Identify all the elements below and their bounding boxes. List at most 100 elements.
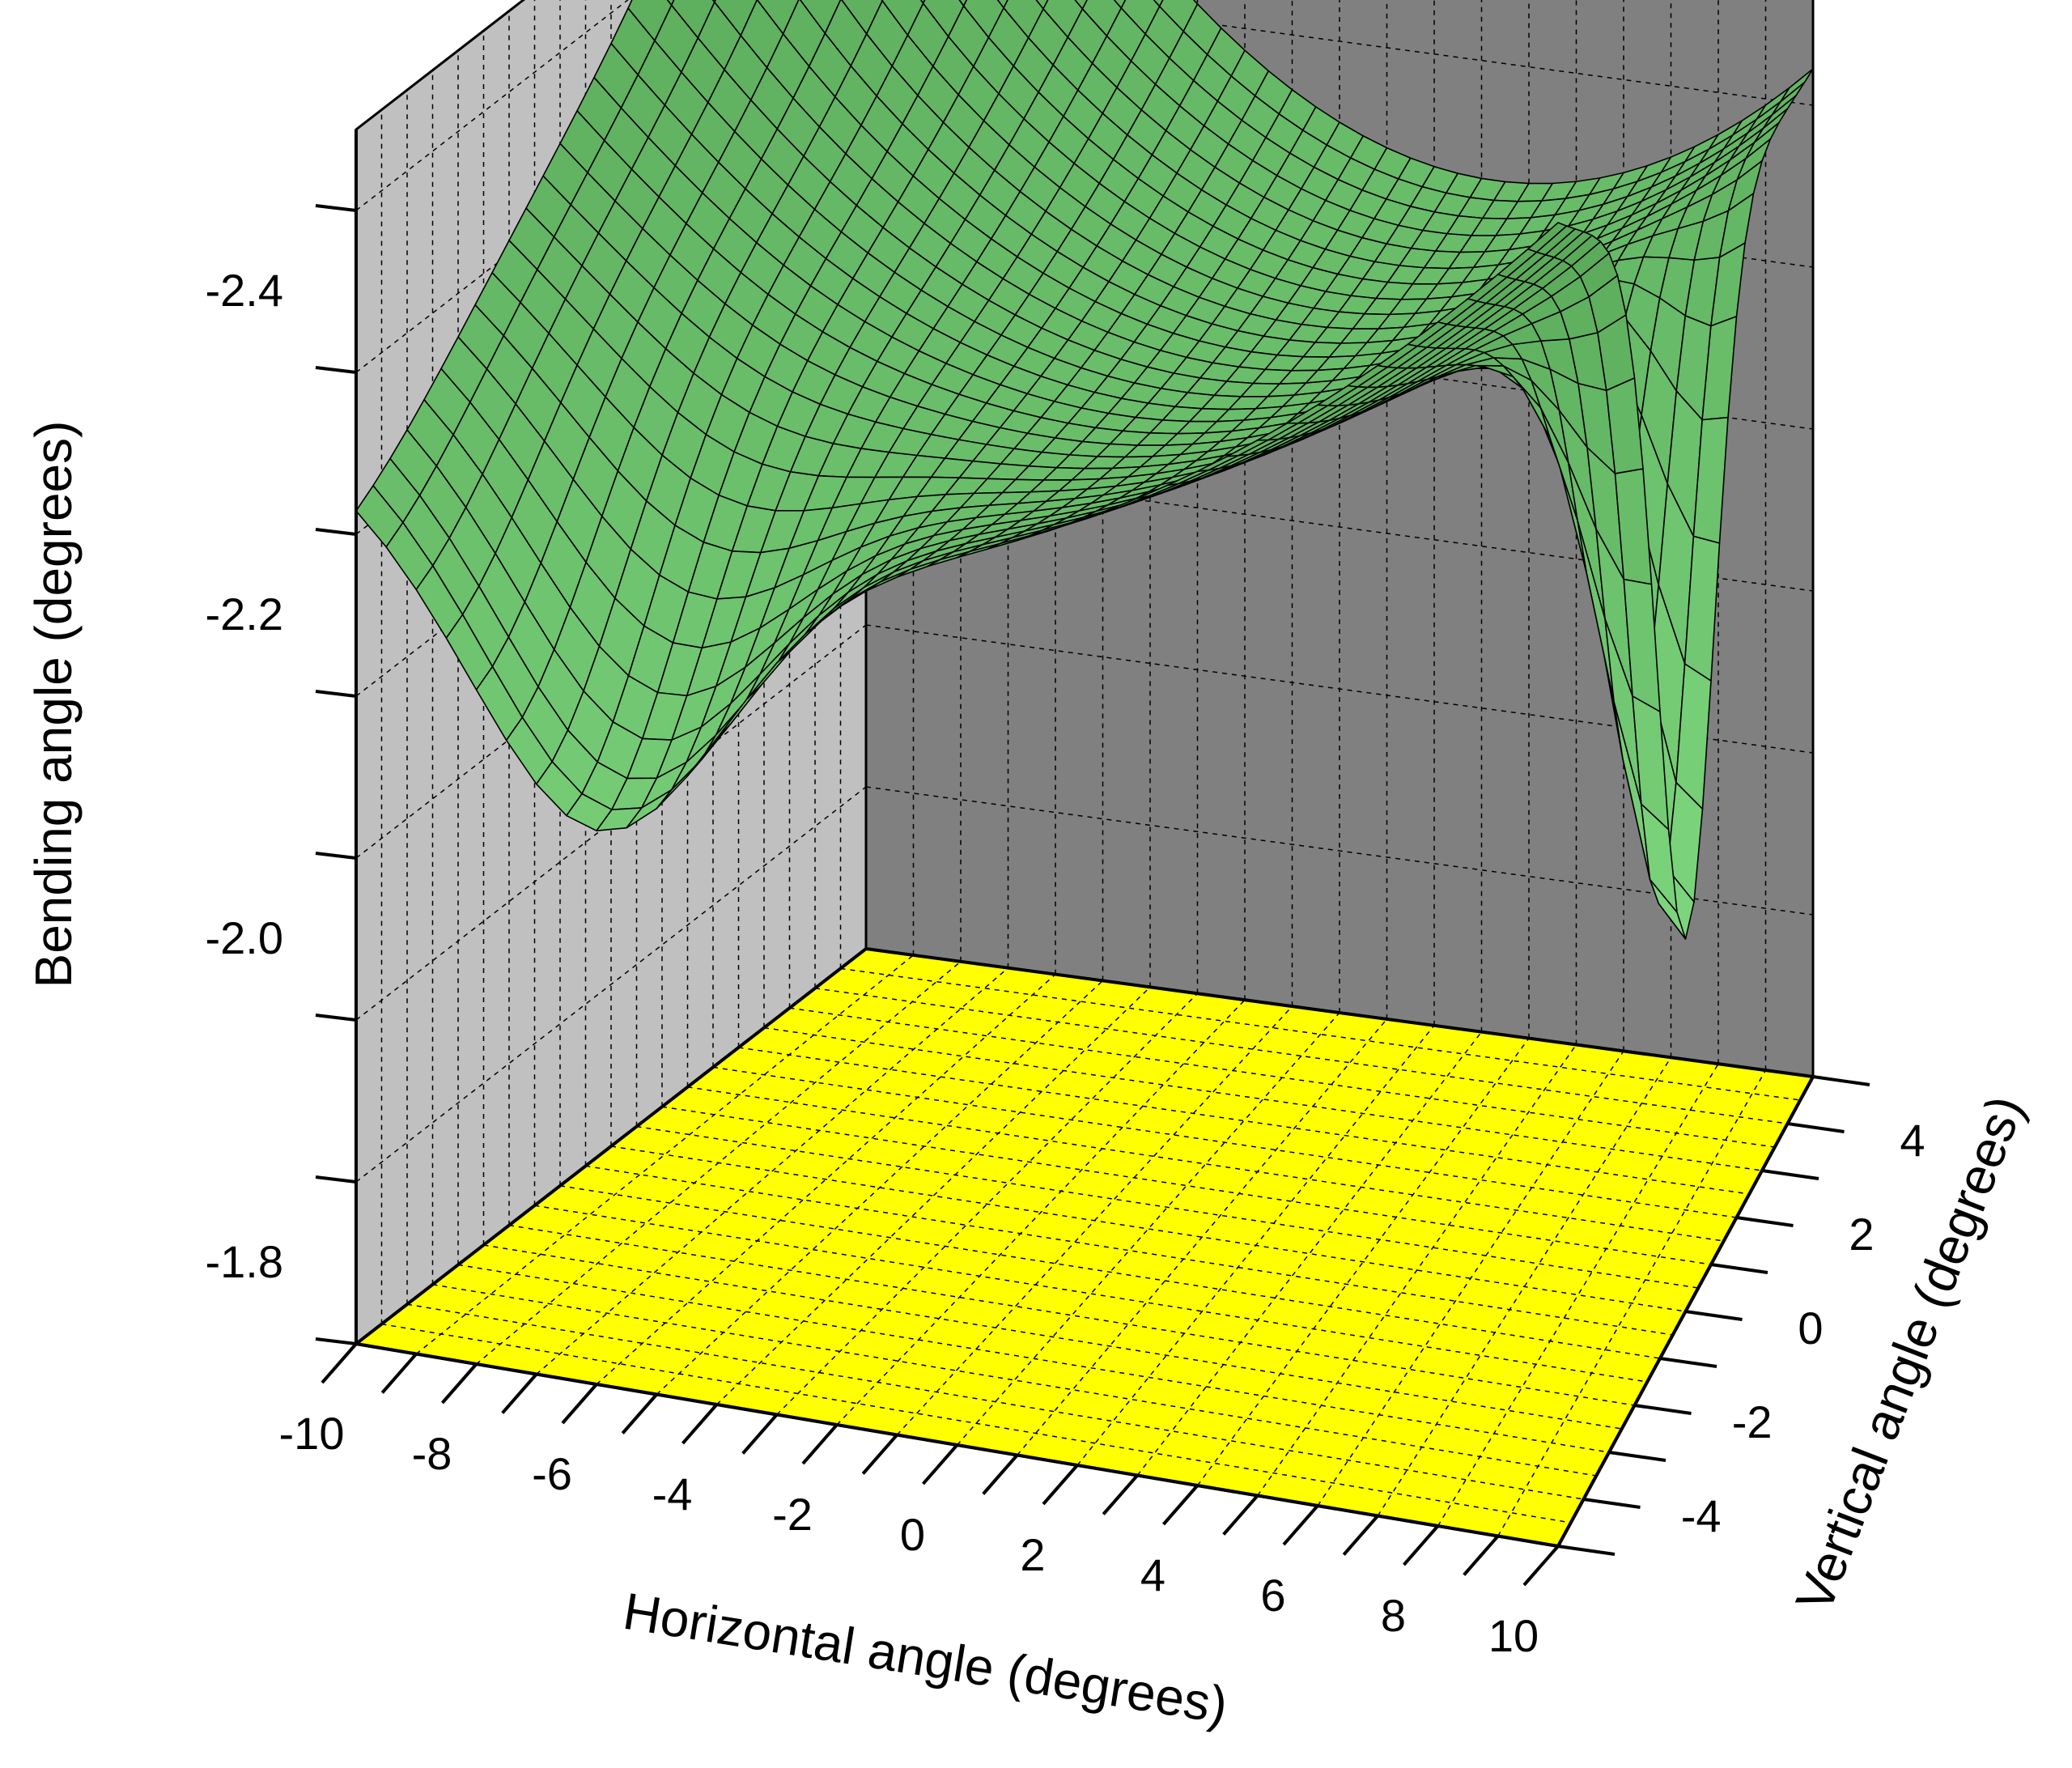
y-tick: [1761, 1169, 1819, 1180]
floor-grid-line: [1257, 1044, 1577, 1496]
x-tick-label: -10: [279, 1408, 345, 1459]
x-tick: [681, 1403, 719, 1445]
surface-cell: [1035, 0, 1049, 10]
x-tick: [801, 1423, 839, 1465]
x-tick-label: 0: [900, 1509, 925, 1560]
surface-cell: [1527, 222, 1568, 253]
floor-grid-line: [457, 1264, 1610, 1453]
x-tick: [561, 1383, 598, 1425]
wall-grid-line: [865, 786, 1814, 916]
y-tick: [1608, 1451, 1667, 1462]
x-tick: [621, 1393, 658, 1434]
x-tick: [501, 1373, 538, 1414]
floor-grid-line: [712, 1066, 1737, 1218]
x-tick-label: 6: [1260, 1570, 1285, 1621]
floor-grid-line: [840, 967, 1801, 1101]
x-tick-label: 8: [1381, 1590, 1406, 1641]
chart-labels: -1.8-2.0-2.2-2.4-10 -8 -6 -4 -2 0 2 4 6 8 10-4-202…: [206, 265, 1926, 1661]
floor-grid-line: [789, 1007, 1775, 1148]
x-tick: [982, 1454, 1019, 1495]
x-tick: [1522, 1545, 1560, 1587]
y-axis-title: Vertical angle (degrees): [1785, 1088, 2035, 1620]
y-tick-label: 0: [1798, 1303, 1823, 1354]
y-tick: [1583, 1498, 1641, 1509]
surface-cell: [1074, 0, 1088, 10]
z-tick: [315, 1014, 357, 1022]
floor-grid-line: [776, 992, 1199, 1416]
z-tick-label: -1.8: [206, 1236, 284, 1287]
floor-grid-line: [1317, 1050, 1624, 1507]
x-axis-title: Horizontal angle (degrees): [619, 1582, 1231, 1735]
z-tick: [315, 366, 357, 374]
y-tick: [1812, 1075, 1870, 1086]
y-tick-label: -2: [1732, 1396, 1773, 1447]
z-tick: [315, 1175, 357, 1184]
y-tick: [1685, 1310, 1743, 1321]
z-axis-title: Bending angle (degrees): [24, 421, 83, 988]
y-tick: [1634, 1404, 1692, 1415]
floor-grid-line: [661, 1106, 1712, 1265]
chart-axes: [315, 130, 1870, 1587]
y-tick: [1710, 1263, 1768, 1274]
y-tick-label: -4: [1681, 1490, 1722, 1541]
y-tick-label: 2: [1849, 1209, 1874, 1260]
floor-grid-line: [1497, 1069, 1767, 1536]
z-tick: [315, 1337, 357, 1345]
z-tick: [315, 690, 357, 698]
x-tick: [380, 1353, 418, 1394]
x-tick: [1102, 1474, 1139, 1515]
x-tick-label: 2: [1020, 1529, 1045, 1580]
surface-mesh: [355, 0, 1814, 940]
x-tick: [1282, 1504, 1319, 1546]
floor-grid-line: [534, 1205, 1648, 1383]
z-tick: [315, 528, 357, 536]
floor-grid-line: [763, 1026, 1763, 1171]
y-tick: [1787, 1122, 1845, 1133]
floor-grid-line: [715, 986, 1151, 1405]
wall-grid-line: [355, 786, 867, 1183]
y-tick: [1659, 1357, 1717, 1368]
floor-grid-line: [814, 988, 1788, 1124]
x-tick-label: 10: [1488, 1610, 1539, 1661]
y-tick: [1736, 1216, 1794, 1227]
z-tick: [315, 852, 357, 860]
floor-grid-line: [585, 1165, 1673, 1336]
x-tick: [741, 1413, 779, 1455]
z-tick: [315, 204, 357, 212]
floor-grid-line: [536, 967, 1008, 1375]
x-tick: [1402, 1524, 1440, 1566]
wall-grid-line: [355, 0, 629, 211]
x-tick: [440, 1362, 478, 1405]
surface-cell: [996, 0, 1008, 9]
x-tick-label: -6: [532, 1448, 572, 1499]
floor-grid-line: [432, 1284, 1597, 1477]
x-tick: [861, 1434, 898, 1475]
floor-grid-line: [483, 1244, 1622, 1430]
y-tick: [1557, 1545, 1616, 1556]
floor-grid-line: [1437, 1063, 1719, 1527]
floor-grid-line: [836, 999, 1246, 1426]
z-tick-label: -2.4: [206, 265, 284, 316]
floor-grid-line: [381, 1323, 1571, 1524]
floor-grid-line: [610, 1145, 1686, 1312]
x-tick: [1161, 1484, 1199, 1526]
surface-cell: [1113, 0, 1127, 9]
floor-grid-line: [1136, 1031, 1483, 1476]
x-tick: [921, 1443, 959, 1485]
x-tick: [1342, 1515, 1379, 1556]
y-tick-label: 4: [1900, 1115, 1925, 1166]
z-tick-label: -2.0: [206, 912, 284, 963]
wall-grid-line: [355, 948, 867, 1345]
x-tick: [1463, 1535, 1500, 1576]
floor-grid-line: [1017, 1018, 1388, 1456]
floor-grid-line: [406, 1303, 1584, 1500]
z-tick-label: -2.2: [206, 589, 284, 640]
x-tick-label: -4: [652, 1468, 693, 1519]
x-tick: [1222, 1494, 1259, 1536]
x-tick-label: 4: [1140, 1549, 1166, 1600]
x-tick-label: -2: [772, 1489, 813, 1540]
x-tick: [1042, 1464, 1079, 1506]
x-tick-label: -8: [412, 1428, 452, 1479]
floor-grid-line: [656, 980, 1104, 1396]
